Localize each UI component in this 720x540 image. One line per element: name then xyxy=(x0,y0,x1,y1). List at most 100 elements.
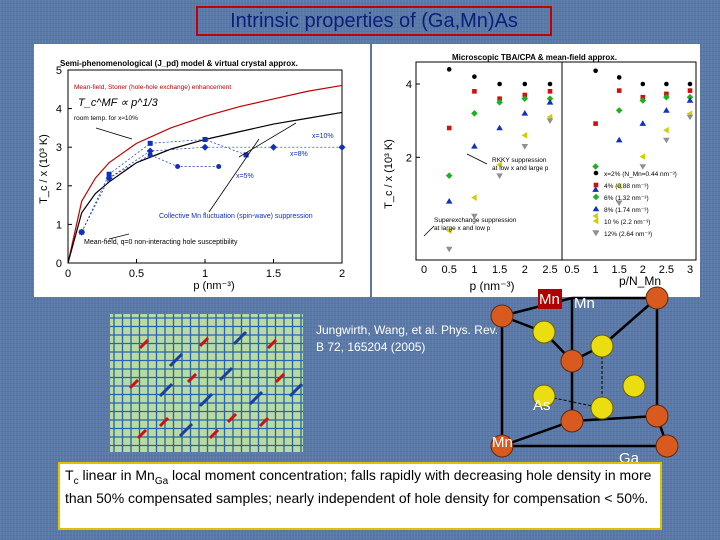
spin-arrow-blue-7 xyxy=(288,382,303,398)
right-point-a-0-2 xyxy=(497,81,502,87)
right-point-a-5-4 xyxy=(546,118,554,124)
left-y-tick-label: 1 xyxy=(56,219,62,231)
right-point-a-1-0 xyxy=(446,125,452,131)
spin-arrow-blue-6 xyxy=(178,422,194,438)
right-point-a-2-1 xyxy=(471,110,478,117)
right-point-a-2-3 xyxy=(521,95,529,102)
mn-atom-5 xyxy=(490,434,514,458)
right-x-label-2: p/N_Mn xyxy=(619,274,661,288)
right-point-a-3-1 xyxy=(471,143,478,149)
left-point-4-3 xyxy=(216,164,222,169)
right-x-tick-label: 0 xyxy=(421,264,427,276)
right-pointer-rkky xyxy=(466,153,488,165)
right-point-b-4-1 xyxy=(615,183,622,190)
right-point-a-5-1 xyxy=(471,213,478,220)
right-point-b-3-0 xyxy=(592,186,599,192)
left-y-ticks: 0 1 2 3 4 5 xyxy=(56,65,72,270)
left-point-2-5 xyxy=(338,143,346,151)
right-legend-label-4: 10 % (2.2 nm⁻³) xyxy=(604,219,650,226)
left-x-tick-label: 2 xyxy=(339,268,345,280)
spin-arrow-red-10 xyxy=(208,428,220,440)
left-pointer-meanfield xyxy=(108,233,130,240)
left-x-tick-label: 0 xyxy=(65,268,71,280)
right-annot-rkky-1: RKKY suppression xyxy=(492,157,547,164)
right-point-a-1-4 xyxy=(547,89,553,94)
left-series-group xyxy=(67,84,346,264)
lattice-spins xyxy=(128,330,303,440)
right-legend-label-3: 8% (1.74 nm⁻³) xyxy=(604,207,649,214)
as-atom-5 xyxy=(590,396,614,420)
spin-arrow-red-4 xyxy=(158,416,170,428)
right-legend-marker-0 xyxy=(593,170,599,176)
right-x-tick-label: 0.5 xyxy=(442,264,457,276)
right-x-tick-label-2: 2 xyxy=(640,264,646,276)
right-point-a-3-3 xyxy=(521,110,529,116)
left-pointer-room xyxy=(95,127,133,140)
right-point-b-1-2 xyxy=(640,94,646,100)
spin-arrow-red-8 xyxy=(258,416,270,428)
right-legend-marker-5 xyxy=(592,230,600,237)
left-y-tick-label: 4 xyxy=(56,104,62,116)
right-plot-frame xyxy=(415,61,697,261)
spin-arrow-blue-0 xyxy=(168,352,184,368)
right-x-tick-label-2: 3 xyxy=(687,264,693,276)
right-point-b-1-1 xyxy=(616,88,622,93)
right-point-a-5-2 xyxy=(496,173,503,179)
right-point-b-2-2 xyxy=(639,97,647,104)
left-point-3-3 xyxy=(202,136,208,142)
spin-arrow-red-7 xyxy=(274,372,286,384)
right-point-a-1-2 xyxy=(497,96,502,101)
right-point-b-1-4 xyxy=(687,88,693,93)
caption-box: Tc linear in MnGa local moment concentra… xyxy=(58,462,662,530)
right-point-a-1-3 xyxy=(522,92,528,98)
right-point-a-0-1 xyxy=(472,74,477,79)
left-point-3-2 xyxy=(147,140,153,146)
right-legend-label-5: 12% (2.64 nm⁻³) xyxy=(604,231,652,238)
spin-arrow-red-6 xyxy=(266,338,278,350)
as-label: As xyxy=(533,397,551,414)
right-legend-marker-1 xyxy=(593,182,599,188)
citation: Jungwirth, Wang, et al. Phys. Rev. B 72,… xyxy=(316,323,499,354)
left-point-4-0 xyxy=(106,175,112,181)
caption-t: T xyxy=(65,467,74,483)
left-point-3-0 xyxy=(79,229,85,235)
right-point-b-0-2 xyxy=(640,81,646,87)
right-point-a-4-3 xyxy=(521,132,528,139)
caption-part2: local moment concentration; falls rapidl… xyxy=(65,467,652,506)
right-point-b-0-4 xyxy=(687,81,693,87)
right-y-label: T_c / x (10³ K) xyxy=(383,139,395,209)
left-x-ticks: 0 0.5 1 1.5 2 xyxy=(65,259,345,280)
right-x-tick-label: 2 xyxy=(522,264,528,276)
as-atom-1 xyxy=(532,320,556,344)
left-y-tick-label: 0 xyxy=(56,258,62,270)
as-atom-2 xyxy=(590,334,614,358)
spin-arrow-red-0 xyxy=(138,338,150,350)
right-point-b-5-2 xyxy=(639,164,647,170)
right-legend-label-1: 4% (0.88 nm⁻³) xyxy=(604,183,649,190)
left-annot-collective: Collective Mn fluctuation (spin-wave) su… xyxy=(159,213,313,220)
spin-arrow-blue-1 xyxy=(232,330,248,346)
caption-part1: linear in Mn xyxy=(78,467,155,483)
left-pointer-stoner xyxy=(238,122,297,158)
right-x-tick-label-2: 2.5 xyxy=(659,264,674,276)
left-x-tick-label: 1 xyxy=(202,268,208,280)
right-annot-rkky-2: at low x and large p xyxy=(492,165,549,172)
right-y-ticks: 24 xyxy=(406,79,420,164)
left-y-tick-label: 5 xyxy=(56,65,62,77)
right-point-a-3-2 xyxy=(496,124,503,131)
left-annot-x8: x=8% xyxy=(290,151,308,158)
spin-arrow-red-5 xyxy=(226,412,238,424)
spin-arrow-red-2 xyxy=(128,378,140,390)
crystal-bonds xyxy=(500,296,669,448)
mn-atom-1 xyxy=(490,304,514,328)
left-x-label: p (nm⁻³) xyxy=(193,280,234,292)
left-series-line-3 xyxy=(81,139,247,233)
left-chart: Semi-phenomenological (J_pd) model & vir… xyxy=(38,59,346,292)
right-point-a-5-0 xyxy=(445,246,453,253)
as-atom-3 xyxy=(622,374,646,398)
left-point-4-2 xyxy=(175,164,181,169)
right-point-b-1-3 xyxy=(664,91,669,97)
right-point-a-4-1 xyxy=(471,194,477,201)
left-series-line-2 xyxy=(81,146,342,233)
right-pointer-super xyxy=(423,225,435,237)
